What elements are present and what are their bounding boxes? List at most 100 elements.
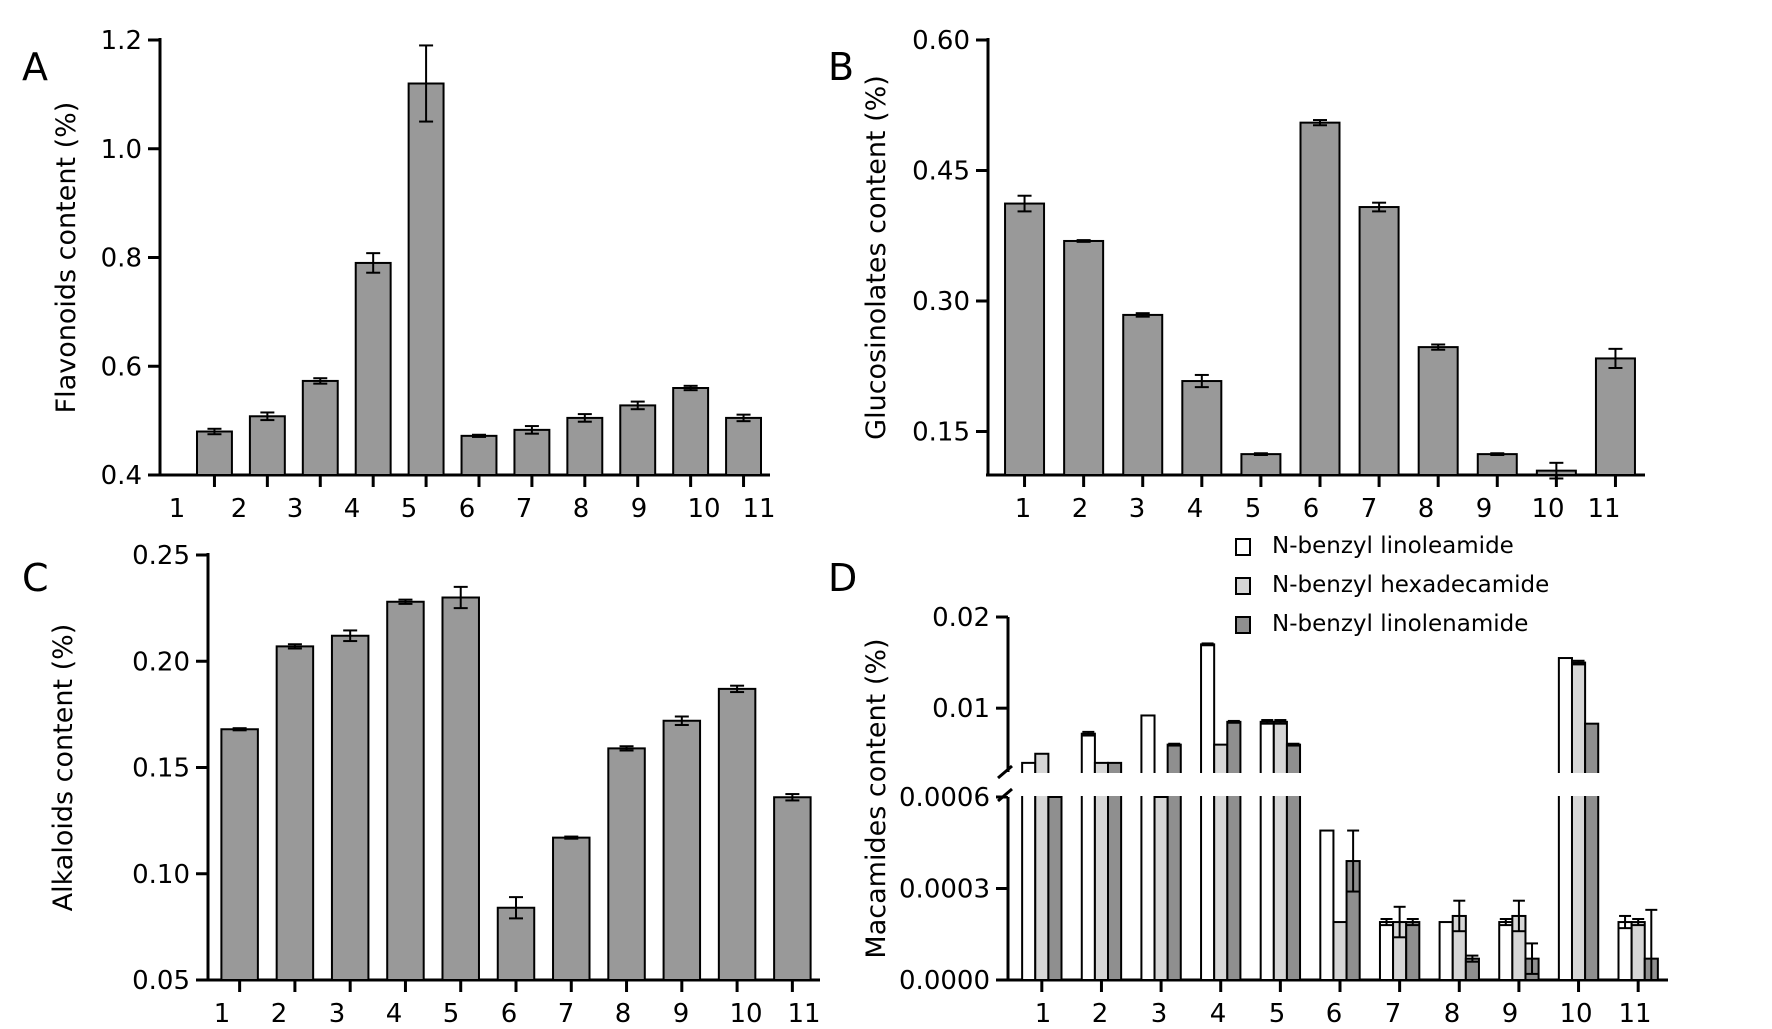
bar [552,836,591,981]
bar-linoleamide [1319,829,1335,981]
y-tick-label: 0.8 [101,244,142,274]
bar [672,387,710,476]
bar-linoleamide [1259,720,1275,982]
bar [275,645,315,981]
bar [460,434,498,477]
x-tick-label: 5 [1269,999,1286,1029]
bar-linoleamide [1140,714,1156,981]
bar-linoleamide [1617,921,1633,981]
bar [441,596,480,981]
panel-b: B 0.15 0.30 0.45 0.60 1 2 3 4 5 6 7 8 9 10 11 Glucosinol… [828,26,1645,524]
x-tick-label: 1 [1035,999,1052,1029]
x-tick-label: 7 [516,494,533,524]
bar [566,416,604,476]
y-axis-title: Alkaloids content (%) [48,624,79,912]
bar [1594,357,1636,477]
x-tick-label: 3 [1129,494,1146,524]
y-tick-label: 0.05 [132,966,190,996]
legend-entry: N-benzyl hexadecamide [1272,572,1549,598]
bar [1122,313,1164,477]
x-tick-label: 6 [1326,999,1343,1029]
x-tick-label: 2 [1092,999,1109,1029]
bar [1358,206,1400,476]
x-tick-label: 8 [615,999,632,1029]
x-tick-label: 8 [1418,494,1435,524]
y-tick-label: 0.01 [932,694,990,724]
bar [1004,202,1046,476]
x-tick-label: 4 [386,999,403,1029]
x-tick-label: 6 [501,999,518,1029]
bar [354,261,392,476]
x-tick-label: 5 [443,999,460,1029]
bar-linoleamide [1080,732,1096,981]
bar [513,428,551,476]
y-tick-label: 0.30 [912,287,970,317]
bar-linoleamide [1378,921,1395,981]
x-tick-label: 7 [1361,494,1378,524]
bar [220,728,259,981]
axis-break-mark [997,787,1013,803]
bar [1240,453,1282,476]
x-tick-label: 5 [401,494,418,524]
axis-break-mark [997,764,1013,780]
y-tick-label: 1.2 [101,26,142,56]
y-tick-label: 0.02 [932,603,990,633]
bar [1417,346,1459,476]
y-tick-label: 0.45 [912,157,970,187]
bar-linolenamide [1107,761,1123,981]
x-tick-label: 11 [1618,999,1651,1029]
x-tick-label: 3 [1151,999,1168,1029]
x-tick-label: 7 [1385,999,1402,1029]
x-tick-label: 9 [1476,494,1493,524]
y-tick-label: 0.15 [132,754,190,784]
bar [619,404,657,476]
x-tick-label: 8 [1444,999,1461,1029]
bar [1476,453,1518,476]
x-tick-label: 11 [1587,494,1620,524]
x-tick-label: 1 [169,494,186,524]
x-tick-label: 4 [1187,494,1204,524]
bar-hexadecamide [1630,921,1646,981]
x-tick-label: 1 [214,999,231,1029]
y-tick-label: 0.0000 [899,966,990,996]
bar-linoleamide [1557,657,1573,981]
bar [407,82,445,476]
x-tick-label: 4 [344,494,361,524]
panel-c: C 0.05 0.10 0.15 0.20 0.25 1 2 3 4 5 6 7 8 9 10 11 Alkalo… [22,541,821,1029]
bar [301,379,339,476]
x-tick-label: 9 [673,999,690,1029]
bar-linolenamide [1047,796,1063,981]
x-tick-label: 9 [631,494,648,524]
x-tick-label: 10 [1559,999,1592,1029]
x-tick-label: 9 [1502,999,1519,1029]
x-tick-label: 2 [1072,494,1089,524]
panel-label: B [828,45,854,89]
bar [1063,239,1105,476]
x-tick-label: 2 [231,494,248,524]
x-tick-label: 2 [271,999,288,1029]
y-tick-label: 1.0 [101,135,142,165]
legend: N-benzyl linoleamide N-benzyl hexadecamid… [1235,533,1549,637]
x-tick-label: 1 [1015,494,1032,524]
bar [195,430,233,476]
y-axis-title: Glucosinolates content (%) [861,75,892,440]
bar-linolenamide [1226,720,1242,982]
legend-swatch [1235,538,1251,556]
x-tick-label: 10 [729,999,762,1029]
panel-d: D 0.01 0.02 0.0000 0.0003 0.0006 1 2 3 4 5 6 7 8 9 10 11… [828,533,1675,1029]
axis-break-gap [1555,773,1675,796]
y-tick-label: 0.4 [101,461,142,491]
bar-hexadecamide [1153,796,1169,981]
y-tick-label: 0.60 [912,26,970,56]
bar-hexadecamide [1332,921,1348,981]
x-tick-label: 4 [1210,999,1227,1029]
bar [1299,121,1341,477]
x-tick-label: 10 [687,494,720,524]
y-tick-label: 0.10 [132,860,190,890]
legend-entry: N-benzyl linoleamide [1272,533,1514,559]
y-axis-title: Macamides content (%) [861,638,892,958]
panel-label: A [22,45,48,89]
axis-break-gap [1004,773,1498,796]
bar [248,415,286,476]
bar [717,687,757,981]
